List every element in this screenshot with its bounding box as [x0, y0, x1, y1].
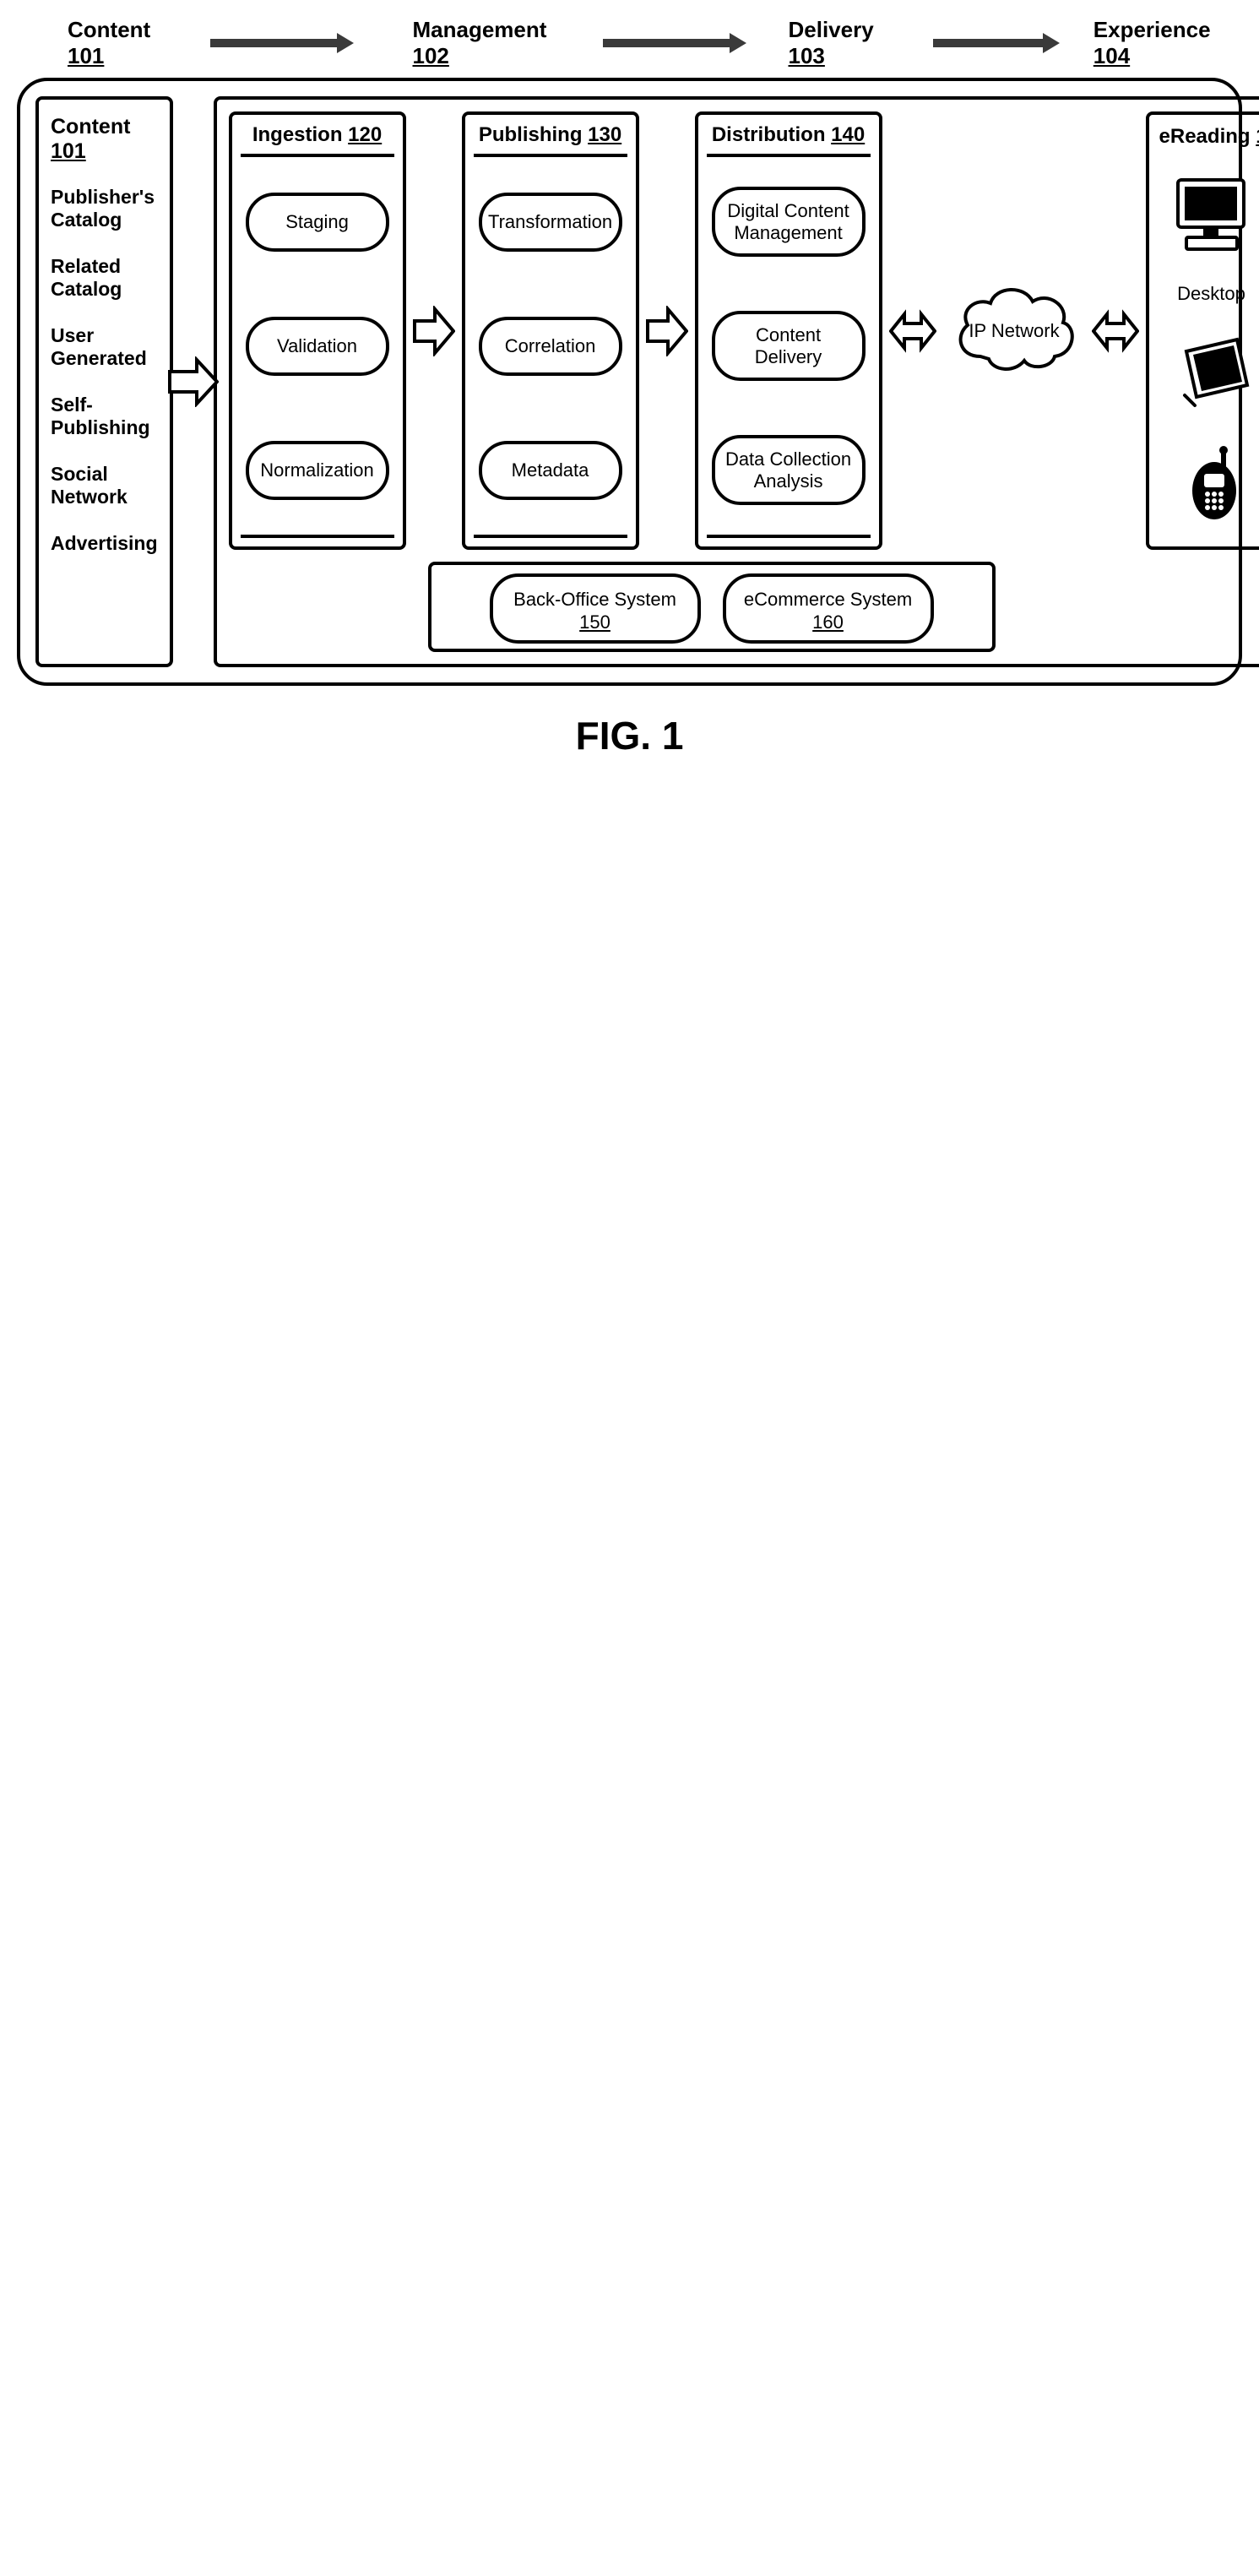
phase-management: Management 102	[413, 17, 578, 69]
pill-staging: Staging	[246, 193, 389, 252]
desktop-label: Desktop	[1177, 283, 1245, 305]
content-box-title-label: Content	[51, 115, 130, 139]
ereading-title-label: eReading	[1159, 125, 1251, 148]
phase-arrow-icon	[603, 33, 746, 53]
systems-row: Back-Office System 150 eCommerce System …	[229, 562, 1259, 652]
content-item: User Generated	[51, 324, 158, 370]
phase-delivery-label: Delivery	[789, 17, 874, 42]
flow-arrow-icon	[646, 111, 688, 550]
figure-container: Content 101 Management 102 Delivery 103 …	[17, 17, 1242, 758]
ecommerce-label: eCommerce System	[744, 589, 912, 611]
phase-experience-label: Experience	[1093, 17, 1211, 42]
cloud-icon: IP Network	[943, 111, 1085, 550]
figure-label: FIG. 1	[17, 713, 1242, 758]
pill-content-delivery: Content Delivery	[712, 311, 866, 381]
content-item: Advertising	[51, 532, 158, 555]
outer-frame: Content 101 Publisher's Catalog Related …	[17, 78, 1242, 686]
content-box-title-num: 101	[51, 139, 86, 163]
pill-data-collection: Data Collection Analysis	[712, 435, 866, 505]
ingestion-box: Ingestion 120 Staging Validation Normali…	[229, 111, 406, 550]
phase-content-num: 101	[68, 43, 104, 68]
pipeline-row: Ingestion 120 Staging Validation Normali…	[229, 111, 1259, 550]
cloud-label: IP Network	[969, 320, 1060, 341]
tablet-icon	[1169, 334, 1254, 410]
double-arrow-icon	[1092, 111, 1139, 550]
ereading-title: eReading 170	[1159, 125, 1259, 149]
phase-content: Content 101	[68, 17, 185, 69]
desktop-icon	[1169, 173, 1254, 253]
distribution-box: Distribution 140 Digital Content Managem…	[695, 111, 882, 550]
publishing-pills: Transformation Correlation Metadata	[474, 154, 627, 538]
ingestion-title-label: Ingestion	[252, 123, 343, 146]
ingestion-title-num: 120	[348, 123, 382, 146]
pill-metadata: Metadata	[479, 441, 622, 500]
ingestion-title: Ingestion 120	[241, 123, 394, 147]
publishing-box: Publishing 130 Transformation Correlatio…	[462, 111, 639, 550]
distribution-title-label: Distribution	[712, 123, 826, 146]
phase-arrow-icon	[933, 33, 1060, 53]
pill-normalization: Normalization	[246, 441, 389, 500]
ecommerce-num: 160	[812, 611, 844, 633]
phase-arrow-icon	[210, 33, 354, 53]
pill-correlation: Correlation	[479, 317, 622, 376]
phase-management-num: 102	[413, 43, 449, 68]
ereading-box: eReading 170	[1146, 111, 1259, 550]
backoffice-pill: Back-Office System 150	[490, 573, 701, 644]
publishing-title-num: 130	[588, 123, 621, 146]
platform-box: Ingestion 120 Staging Validation Normali…	[214, 96, 1259, 667]
phase-delivery-num: 103	[789, 43, 825, 68]
content-item: Social Network	[51, 463, 158, 508]
pill-validation: Validation	[246, 317, 389, 376]
phase-row: Content 101 Management 102 Delivery 103 …	[17, 17, 1242, 69]
mobile-icon	[1174, 440, 1250, 524]
backoffice-num: 150	[579, 611, 611, 633]
distribution-pills: Digital Content Management Content Deliv…	[707, 154, 871, 538]
double-arrow-icon	[889, 111, 936, 550]
distribution-title-num: 140	[831, 123, 865, 146]
flow-arrow-icon	[168, 96, 219, 667]
content-item: Related Catalog	[51, 255, 158, 301]
phase-content-label: Content	[68, 17, 150, 42]
publishing-title-label: Publishing	[479, 123, 583, 146]
ingestion-pills: Staging Validation Normalization	[241, 154, 394, 538]
phase-delivery: Delivery 103	[789, 17, 908, 69]
distribution-title: Distribution 140	[707, 123, 871, 147]
content-item: Publisher's Catalog	[51, 186, 158, 231]
content-box-title: Content 101	[51, 115, 158, 164]
pill-dcm: Digital Content Management	[712, 187, 866, 257]
content-box: Content 101 Publisher's Catalog Related …	[35, 96, 173, 667]
publishing-title: Publishing 130	[474, 123, 627, 147]
systems-box: Back-Office System 150 eCommerce System …	[428, 562, 996, 652]
phase-experience: Experience 104	[1093, 17, 1242, 69]
ereading-title-num: 170	[1256, 125, 1259, 148]
content-item: Self-Publishing	[51, 394, 158, 439]
phase-experience-num: 104	[1093, 43, 1130, 68]
phase-management-label: Management	[413, 17, 547, 42]
ecommerce-pill: eCommerce System 160	[723, 573, 934, 644]
flow-arrow-icon	[413, 111, 455, 550]
backoffice-label: Back-Office System	[513, 589, 676, 611]
pill-transformation: Transformation	[479, 193, 622, 252]
device-grid: Desktop Laptop Tablet	[1159, 160, 1259, 536]
